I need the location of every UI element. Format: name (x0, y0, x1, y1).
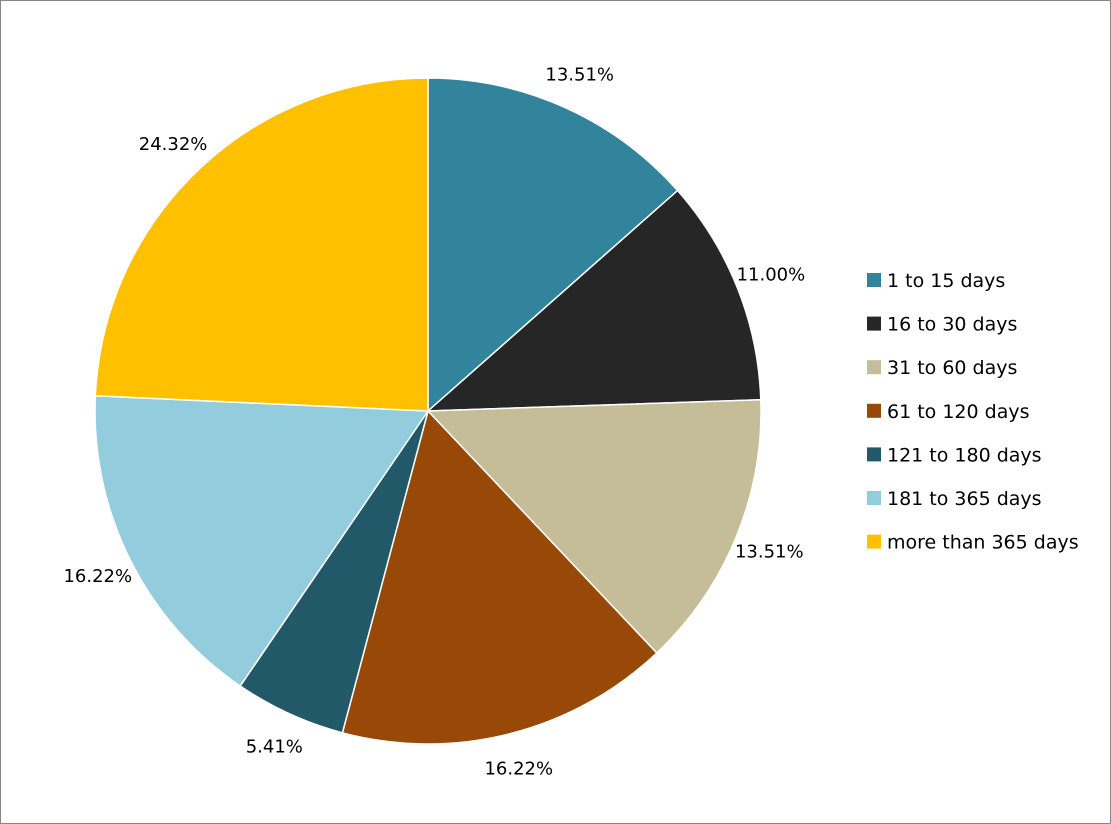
legend-swatch (867, 360, 881, 375)
data-label-more-than-365-days: 24.32% (139, 134, 208, 155)
pie-slice-1-to-15-days (427, 77, 679, 413)
pie-slice-31-to-60-days (426, 399, 762, 655)
legend-swatch (867, 447, 881, 462)
legend-item-1-to-15-days: 1 to 15 days (867, 270, 1005, 292)
legend-label: 181 to 365 days (887, 488, 1042, 510)
data-labels: 13.51% 11.00% 13.51% 16.22% 5.41% 16.22% 24.32… (63, 65, 805, 780)
pie-slice-61-to-120-days (341, 409, 658, 745)
data-label-31-to-60-days: 13.51% (735, 541, 804, 562)
data-label-16-to-30-days: 11.00% (737, 265, 806, 286)
pie-slices (94, 77, 762, 745)
data-label-121-to-180-days: 5.41% (246, 737, 303, 758)
legend-label: 121 to 180 days (887, 444, 1042, 466)
legend-swatch (867, 273, 881, 287)
legend-swatch (867, 534, 881, 549)
data-label-181-to-365-days: 16.22% (63, 566, 132, 587)
legend-swatch (867, 316, 881, 331)
legend-swatch (867, 491, 881, 505)
pie-slice-181-to-365-days (94, 395, 430, 688)
legend-label: 16 to 30 days (887, 314, 1017, 336)
legend-item-more-than-365-days: more than 365 days (867, 532, 1079, 554)
legend-item-16-to-30-days: 16 to 30 days (867, 314, 1017, 336)
legend-item-121-to-180-days: 121 to 180 days (867, 444, 1042, 466)
legend-label: 31 to 60 days (887, 357, 1017, 379)
pie-slice-16-to-30-days (425, 189, 762, 412)
legend-label: 1 to 15 days (887, 270, 1005, 292)
legend-item-61-to-120-days: 61 to 120 days (867, 401, 1029, 423)
data-label-61-to-120-days: 16.22% (484, 759, 553, 780)
legend-item-31-to-60-days: 31 to 60 days (867, 357, 1017, 379)
pie-slice-more-than-365-days (94, 77, 429, 412)
legend-label: more than 365 days (887, 532, 1079, 554)
legend-item-181-to-365-days: 181 to 365 days (867, 488, 1042, 510)
data-label-1-to-15-days: 13.51% (545, 65, 614, 86)
legend: 1 to 15 days 16 to 30 days 31 to 60 days 61… (867, 270, 1079, 554)
legend-swatch (867, 403, 881, 418)
legend-label: 61 to 120 days (887, 401, 1029, 423)
